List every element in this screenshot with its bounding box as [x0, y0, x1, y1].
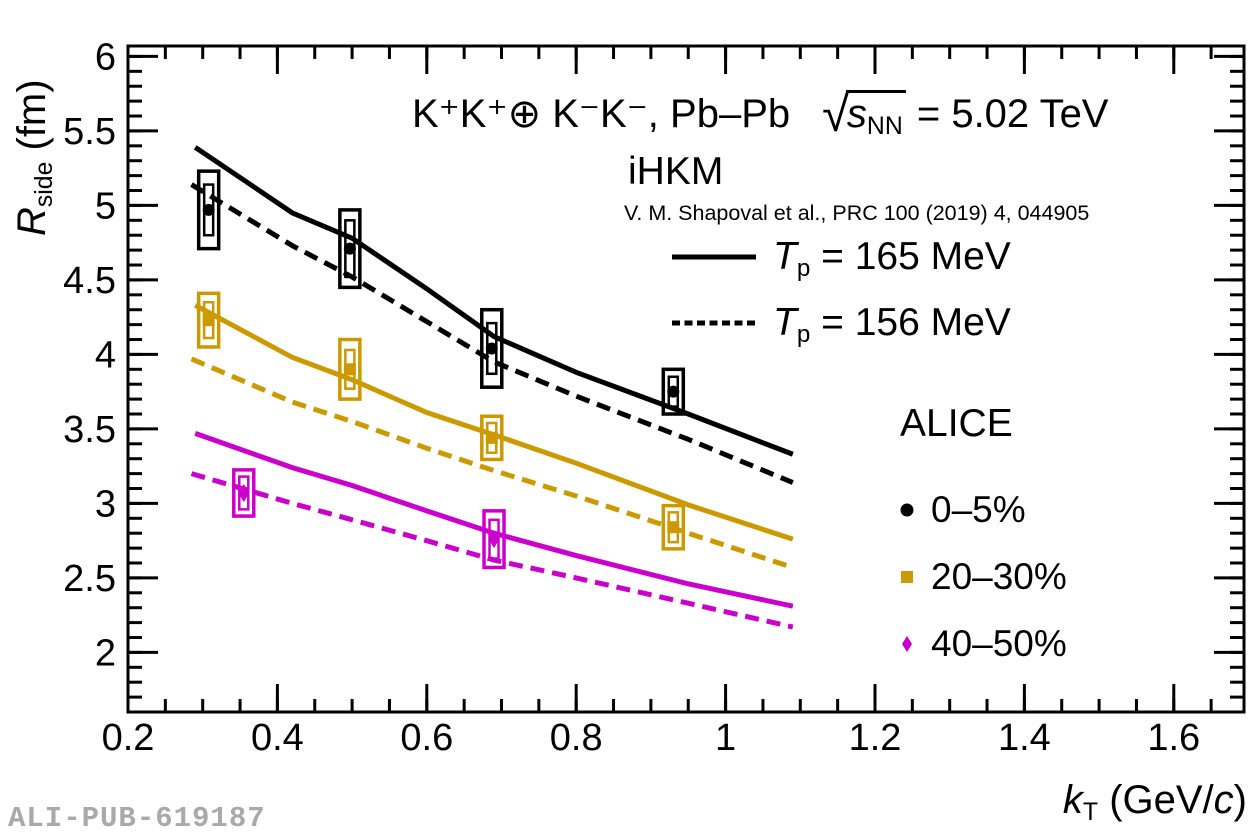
- y-axis-title: Rside (fm): [10, 79, 58, 236]
- plot-title: K⁺K⁺⊕ K⁻K⁻, Pb–Pb √sNN = 5.02 TeV: [412, 90, 1109, 140]
- svg-text:0.6: 0.6: [400, 717, 453, 759]
- collision-system-text: K⁺K⁺⊕ K⁻K⁻, Pb–Pb: [412, 92, 791, 136]
- alice-legend-heading: ALICE: [900, 402, 1013, 445]
- dashed-line-sample: [672, 320, 756, 326]
- svg-text:5.5: 5.5: [63, 111, 116, 153]
- syst-error-box: [480, 414, 504, 462]
- energy-expression: √sNN = 5.02 TeV: [822, 90, 1109, 139]
- svg-text:6: 6: [95, 36, 116, 78]
- svg-text:1.2: 1.2: [849, 717, 902, 759]
- data-point-marker: [343, 242, 356, 255]
- svg-text:4: 4: [95, 334, 116, 376]
- svg-text:2: 2: [95, 632, 116, 674]
- model-reference: V. M. Shapoval et al., PRC 100 (2019) 4,…: [624, 201, 1090, 225]
- energy-value: = 5.02 TeV: [905, 92, 1109, 136]
- square-marker-icon: [901, 571, 913, 583]
- data-point-marker: [488, 530, 500, 549]
- legend-entry-centrality-40-50: 40–50%: [896, 622, 1067, 666]
- data-series: [196, 169, 686, 416]
- legend-entry-centrality-0-5: 0–5%: [896, 488, 1026, 532]
- svg-text:0.2: 0.2: [102, 717, 155, 759]
- legend-entry-label: 20–30%: [931, 556, 1067, 597]
- data-point-marker: [485, 431, 498, 444]
- syst-error-box: [338, 337, 362, 401]
- axis-tick-labels: 0.2 0.4 0.6 0.8 1 1.2 1.4 1.6 2 2.5 3 3.5 4 4.5 5 5.5 6: [63, 36, 1200, 759]
- plot-frame: [126, 44, 1246, 714]
- legend-entry-tp165: Tp = 165 MeV: [672, 234, 1011, 280]
- sqrt-radicand: sNN: [845, 90, 906, 139]
- model-curve: [194, 303, 794, 542]
- model-legend-heading: iHKM: [628, 150, 724, 193]
- model-curve: [190, 471, 794, 630]
- syst-error-box: [196, 169, 221, 251]
- svg-text:2.5: 2.5: [63, 558, 116, 600]
- data-series: [232, 468, 506, 570]
- legend-entry-label: 0–5%: [931, 489, 1026, 530]
- axis-ticks: [126, 46, 1244, 714]
- svg-text:1: 1: [715, 717, 736, 759]
- data-point-marker: [202, 314, 215, 327]
- legend-entry-label: Tp = 165 MeV: [773, 235, 1011, 282]
- legend-entry-label: Tp = 156 MeV: [773, 301, 1011, 348]
- solid-line-sample: [672, 254, 756, 260]
- data-point-marker: [485, 342, 498, 355]
- syst-error-box: [338, 208, 362, 290]
- syst-error-box: [196, 291, 221, 349]
- svg-text:3: 3: [95, 483, 116, 525]
- svg-text:3.5: 3.5: [63, 409, 116, 451]
- svg-text:0.8: 0.8: [550, 717, 603, 759]
- syst-error-box: [661, 367, 686, 416]
- diamond-marker-icon: [902, 636, 912, 652]
- svg-text:4.5: 4.5: [63, 260, 116, 302]
- syst-error-box: [661, 503, 686, 551]
- syst-error-box: [482, 509, 506, 570]
- legend-entry-label: 40–50%: [931, 623, 1067, 664]
- x-axis-title: kT (GeV/c): [1062, 778, 1247, 826]
- legend-entry-tp156: Tp = 156 MeV: [672, 300, 1011, 346]
- svg-text:5: 5: [95, 185, 116, 227]
- sqrt-radical: √: [822, 87, 849, 142]
- syst-error-box: [480, 307, 504, 389]
- svg-text:0.4: 0.4: [251, 717, 304, 759]
- syst-error-box: [232, 468, 256, 518]
- circle-marker-icon: [900, 503, 914, 517]
- model-curve: [190, 182, 794, 485]
- data-point-marker: [667, 385, 680, 398]
- legend-entry-centrality-20-30: 20–30%: [896, 555, 1067, 599]
- data-point-marker: [667, 521, 680, 534]
- svg-text:1.6: 1.6: [1147, 717, 1200, 759]
- svg-text:1.4: 1.4: [998, 717, 1051, 759]
- figure-id-watermark: ALI-PUB-619187: [8, 802, 266, 835]
- data-point-marker: [343, 363, 356, 376]
- data-point-marker: [238, 483, 250, 502]
- data-series: [196, 291, 686, 551]
- model-curve: [194, 431, 794, 609]
- data-point-marker: [202, 203, 215, 216]
